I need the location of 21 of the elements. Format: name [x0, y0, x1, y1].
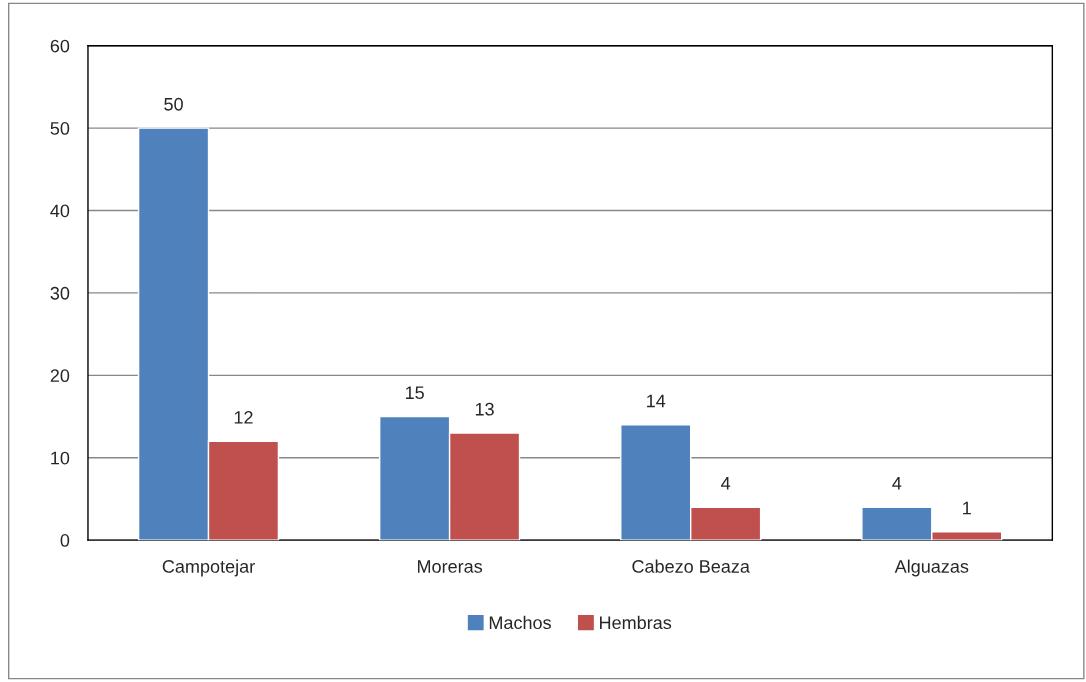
y-tick-label: 10	[51, 451, 70, 465]
data-label: 13	[475, 402, 494, 416]
data-label: 12	[234, 411, 253, 424]
data-label: 1	[963, 501, 971, 515]
y-tick-label: 50	[50, 122, 70, 135]
data-label: 50	[164, 97, 183, 111]
y-tick-label: 20	[50, 369, 70, 383]
x-tick-label: Cabezo Beaza	[632, 559, 750, 573]
data-label: 14	[647, 394, 666, 408]
data-label: 15	[405, 386, 424, 400]
y-tick-label: 60	[50, 39, 70, 53]
y-tick-label: 30	[50, 286, 70, 300]
data-label: 4	[892, 477, 902, 490]
legend-label: Hembras	[600, 615, 672, 630]
y-tick-label: 0	[60, 534, 70, 547]
data-label: 4	[721, 477, 731, 490]
x-tick-label: Campotejar	[162, 559, 255, 577]
y-tick-label: 40	[50, 204, 70, 218]
x-tick-label: Moreras	[417, 560, 483, 573]
x-tick-label: Alguazas	[894, 559, 969, 577]
legend-label: Machos	[489, 615, 551, 630]
